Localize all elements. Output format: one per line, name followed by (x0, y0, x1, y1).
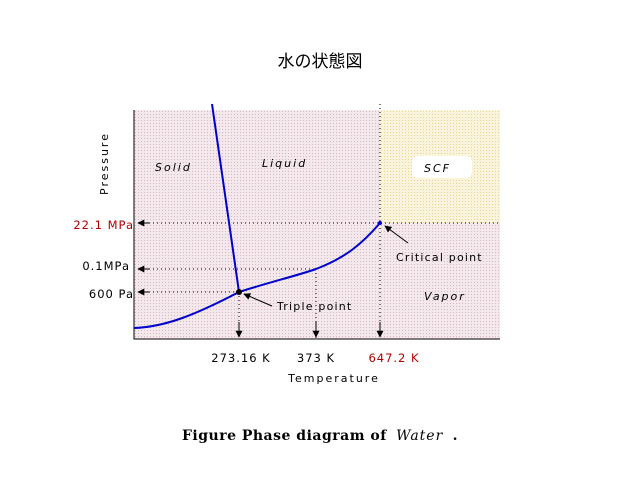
triple-point-marker (236, 289, 242, 295)
diagram-title: 水の状態図 (278, 52, 363, 72)
figure-caption: Figure Phase diagram of Water . (0, 428, 640, 444)
critical-point-pointer (384, 225, 409, 244)
critical-point-label: Critical point (396, 251, 483, 264)
caption-prefix: Figure Phase diagram of (181, 428, 387, 444)
sublimation-curve (133, 291, 240, 329)
temperature-label-critical: 647.2 K (368, 351, 419, 365)
caption-subject: Water (396, 428, 444, 444)
vaporization-curve (238, 222, 381, 293)
pressure-label-critical: 22.1 MPa (73, 218, 134, 232)
temperature-label-boiling: 373 K (297, 351, 335, 365)
pressure-label-atmospheric: 0.1MPa (82, 259, 130, 273)
scf-label-box (412, 156, 472, 178)
critical-point-marker (378, 221, 382, 225)
y-axis-label: Pressure (98, 132, 111, 195)
pressure-label-triple: 600 Pa (89, 287, 134, 301)
triple-point-pointer (243, 293, 273, 307)
region-scf-label: SCF (424, 162, 451, 175)
x-axis-label: Temperature (287, 372, 380, 385)
melting-curve (211, 103, 240, 293)
region-solid-label: Solid (155, 161, 192, 174)
caption-suffix: . (452, 428, 459, 444)
region-vapor-label: Vapor (424, 290, 466, 303)
temperature-label-triple: 273.16 K (211, 351, 270, 365)
region-liquid-label: Liquid (262, 157, 307, 170)
axes (133, 110, 500, 340)
triple-point-label: Triple point (276, 300, 352, 313)
